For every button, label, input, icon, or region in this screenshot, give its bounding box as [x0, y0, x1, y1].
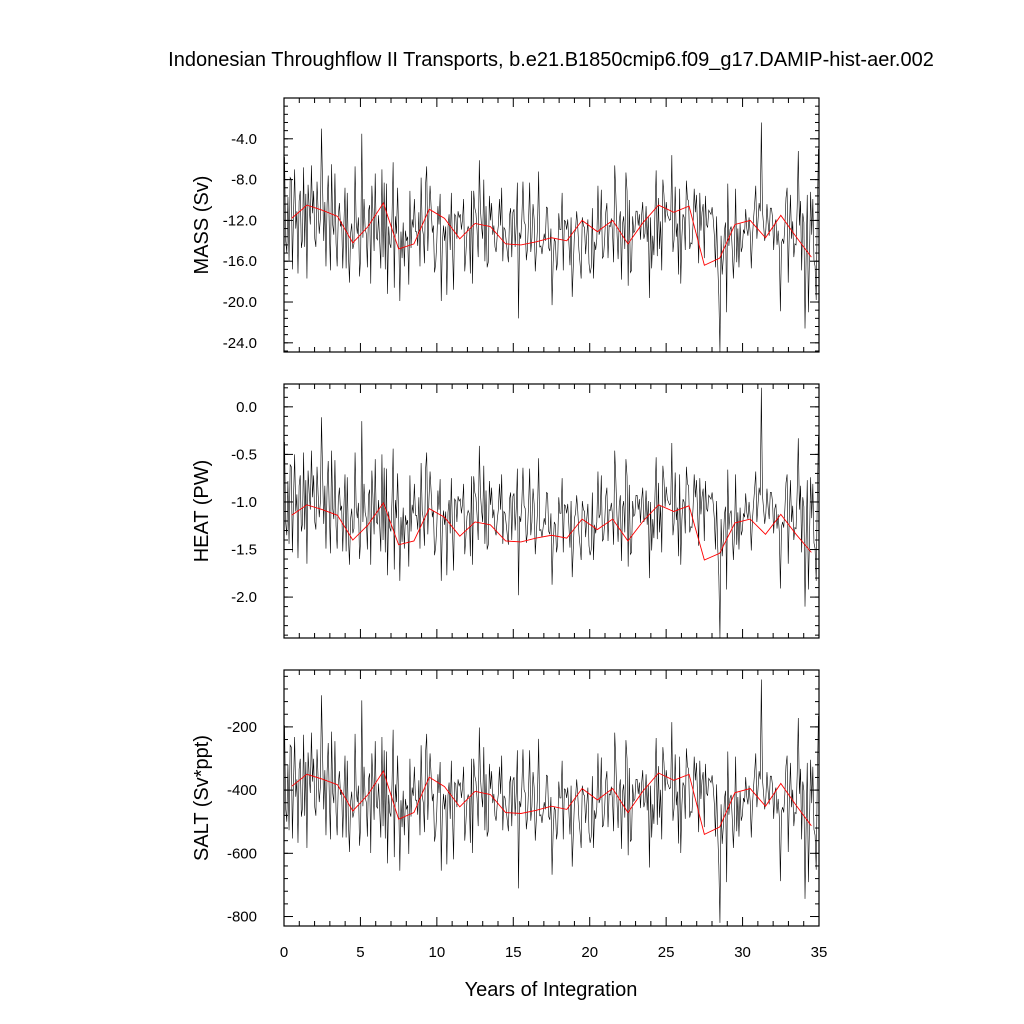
panel-1: -4.0 -8.0 -12.0 -16.0 -20.0 -24.0 MASS (Sv) — [191, 97, 820, 353]
y-tick-label: -4.0 — [231, 131, 257, 148]
plot-frame — [283, 669, 820, 927]
plot-frame — [283, 97, 820, 353]
y-tick-label: -24.0 — [223, 335, 257, 352]
annual-mean-line — [291, 501, 812, 561]
x-tick-label: 20 — [581, 944, 598, 961]
y-tick-label: -12.0 — [223, 212, 257, 229]
y-tick-label: -20.0 — [223, 294, 257, 311]
y-tick-label: -800 — [227, 909, 257, 926]
y-tick-label: -1.0 — [231, 494, 257, 511]
monthly-series-line — [284, 679, 819, 923]
monthly-series-line — [284, 122, 819, 353]
x-tick-label: 30 — [734, 944, 751, 961]
panel-2: 0.0 -0.5 -1.0 -1.5 -2.0 HEAT (PW) — [191, 383, 820, 639]
y-tick-label: 0.0 — [236, 399, 257, 416]
y-axis-label: SALT (Sv*ppt) — [191, 735, 213, 861]
y-axis-label: HEAT (PW) — [191, 460, 213, 563]
y-tick-label: -16.0 — [223, 253, 257, 270]
y-tick-label: -1.5 — [231, 542, 257, 559]
y-axis-label: MASS (Sv) — [191, 176, 213, 275]
y-tick-label: -200 — [227, 719, 257, 736]
x-tick-label: 35 — [811, 944, 828, 961]
x-tick-label: 0 — [280, 944, 288, 961]
y-tick-label: -0.5 — [231, 446, 257, 463]
y-tick-label: -400 — [227, 782, 257, 799]
x-tick-label: 5 — [356, 944, 364, 961]
panel-3: -200 -400 -600 -800 SALT (Sv*ppt) 0 5 10 15 20 25 3… — [191, 669, 828, 961]
annual-mean-line — [291, 202, 812, 266]
y-tick-label: -8.0 — [231, 172, 257, 189]
chart-title: Indonesian Throughflow II Transports, b.… — [168, 49, 934, 71]
y-tick-label: -600 — [227, 845, 257, 862]
x-tick-label: 15 — [505, 944, 522, 961]
x-tick-label: 10 — [429, 944, 446, 961]
annual-mean-line — [291, 770, 812, 835]
x-axis-label: Years of Integration — [465, 979, 638, 1001]
monthly-series-line — [284, 387, 819, 639]
x-tick-label: 25 — [658, 944, 675, 961]
plot-frame — [283, 383, 820, 639]
y-tick-label: -2.0 — [231, 589, 257, 606]
panels: -4.0 -8.0 -12.0 -16.0 -20.0 -24.0 MASS (Sv) 0.0… — [191, 97, 828, 961]
